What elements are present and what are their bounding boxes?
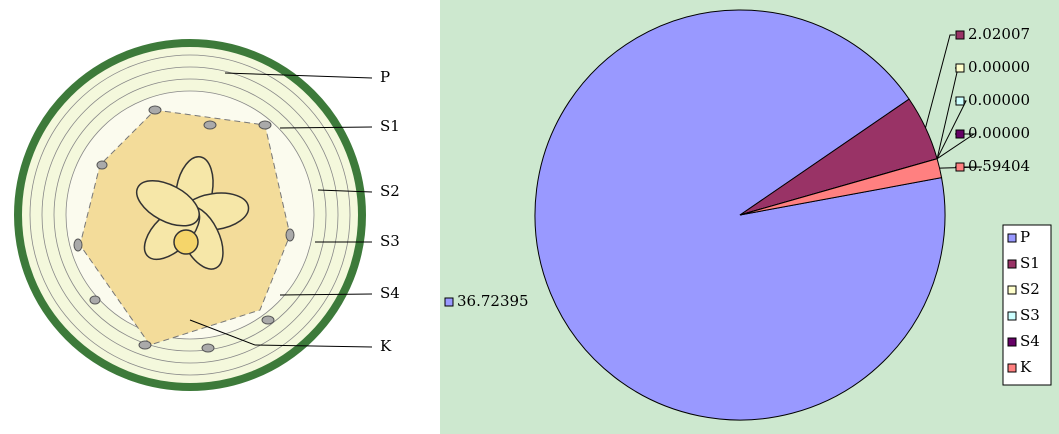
label-key xyxy=(955,129,965,139)
data-label: 2.02007 xyxy=(968,25,1030,43)
core xyxy=(173,229,199,255)
label-key xyxy=(444,297,454,307)
ring xyxy=(29,54,351,376)
label-key xyxy=(955,63,965,73)
ring xyxy=(41,66,339,364)
legend-label: S1 xyxy=(1020,254,1040,272)
legend-label: S2 xyxy=(1020,280,1040,298)
legend-key xyxy=(1007,311,1017,321)
diagram-label: S1 xyxy=(380,117,400,135)
legend-key xyxy=(1007,233,1017,243)
legend-key xyxy=(1007,337,1017,347)
diagram-label: P xyxy=(380,68,390,86)
data-label: 0.59404 xyxy=(968,157,1030,175)
locules xyxy=(135,156,250,270)
diagram-label: S2 xyxy=(380,182,400,200)
data-label: 0.00000 xyxy=(968,58,1030,76)
pie-slice xyxy=(739,158,943,216)
legend-box xyxy=(1002,224,1052,386)
legend-label: K xyxy=(1020,358,1032,376)
data-label: 36.72395 xyxy=(457,292,529,310)
diagram-label: S3 xyxy=(380,232,400,250)
legend-label: S3 xyxy=(1020,306,1040,324)
cross-section-drawing: P S1 S2 S3 S4 K xyxy=(14,39,400,391)
bundles xyxy=(73,105,295,353)
label-key xyxy=(955,162,965,172)
label-leaders xyxy=(189,72,373,348)
data-label: 0.00000 xyxy=(968,124,1030,142)
label-key xyxy=(955,96,965,106)
pie-chart: 36.72395 2.02007 0.00000 0.00000 0.00000 0.59… xyxy=(444,9,1052,421)
diagram-label: K xyxy=(380,337,392,355)
diagram-label: S4 xyxy=(380,284,400,302)
legend-label: P xyxy=(1020,228,1030,246)
legend-key xyxy=(1007,363,1017,373)
legend-key xyxy=(1007,285,1017,295)
ring xyxy=(53,78,327,352)
legend-label: S4 xyxy=(1020,332,1040,350)
label-key xyxy=(955,30,965,40)
legend-key xyxy=(1007,259,1017,269)
leader-line xyxy=(925,34,955,128)
data-label: 0.00000 xyxy=(968,91,1030,109)
